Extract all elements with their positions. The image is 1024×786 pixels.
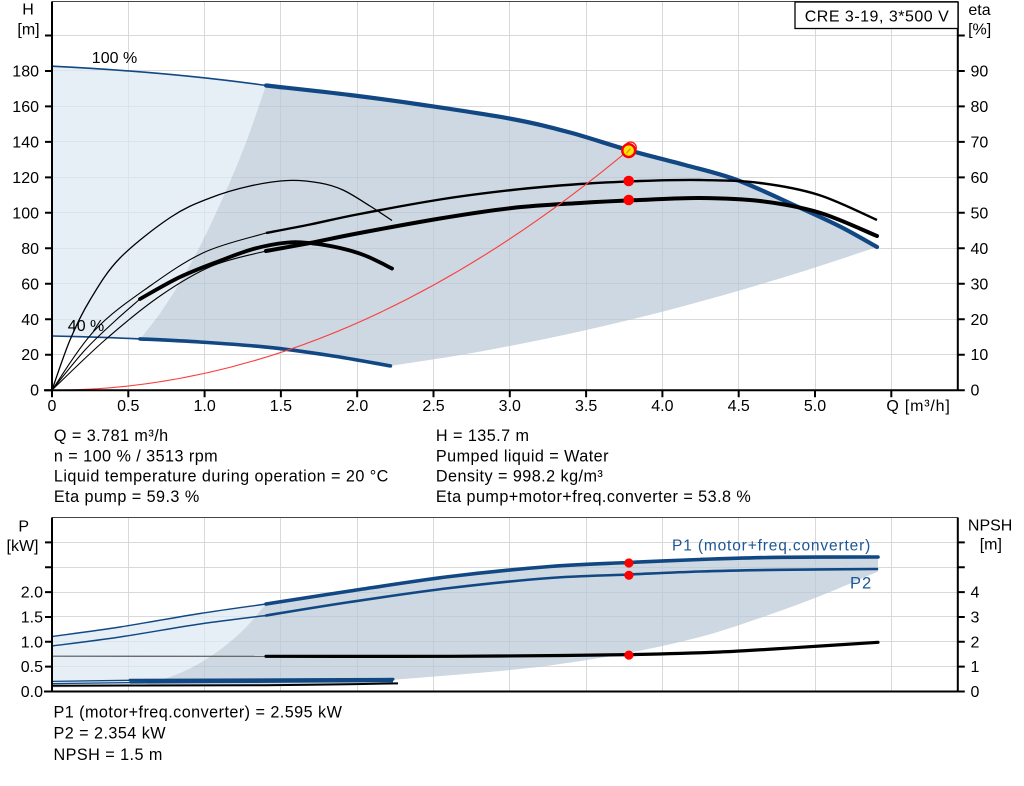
svg-text:n = 100 % / 3513 rpm: n = 100 % / 3513 rpm — [54, 447, 218, 465]
svg-text:2.5: 2.5 — [422, 398, 444, 415]
svg-text:1.5: 1.5 — [21, 609, 43, 626]
svg-text:[m]: [m] — [980, 537, 1002, 554]
svg-text:Density = 998.2 kg/m³: Density = 998.2 kg/m³ — [436, 468, 604, 486]
svg-text:10: 10 — [971, 347, 989, 364]
svg-text:2.0: 2.0 — [346, 398, 368, 415]
svg-text:40: 40 — [971, 241, 989, 258]
svg-text:2: 2 — [971, 634, 980, 651]
svg-text:3: 3 — [971, 609, 980, 626]
svg-text:0: 0 — [971, 383, 980, 400]
svg-text:40 %: 40 % — [68, 318, 104, 335]
svg-text:P2 = 2.354 kW: P2 = 2.354 kW — [54, 725, 167, 743]
svg-text:4.0: 4.0 — [651, 398, 673, 415]
svg-text:CRE 3-19, 3*500 V: CRE 3-19, 3*500 V — [805, 9, 950, 26]
svg-text:1.0: 1.0 — [193, 398, 215, 415]
svg-text:4: 4 — [971, 585, 980, 602]
svg-text:[%]: [%] — [968, 22, 991, 39]
svg-text:Q [m³/h]: Q [m³/h] — [886, 398, 950, 415]
svg-text:0.5: 0.5 — [21, 659, 43, 676]
svg-text:0: 0 — [48, 398, 57, 415]
svg-text:H = 135.7 m: H = 135.7 m — [436, 427, 530, 445]
svg-text:Q = 3.781 m³/h: Q = 3.781 m³/h — [54, 427, 169, 445]
svg-text:1.5: 1.5 — [270, 398, 292, 415]
svg-text:60: 60 — [971, 170, 989, 187]
svg-text:5.0: 5.0 — [804, 398, 826, 415]
svg-text:60: 60 — [21, 276, 39, 293]
svg-text:20: 20 — [21, 347, 39, 364]
svg-text:0.0: 0.0 — [21, 684, 43, 701]
svg-text:[m]: [m] — [17, 22, 39, 39]
svg-text:3.5: 3.5 — [575, 398, 597, 415]
svg-text:0.5: 0.5 — [117, 398, 139, 415]
svg-text:NPSH = 1.5 m: NPSH = 1.5 m — [54, 746, 163, 764]
svg-text:30: 30 — [971, 276, 989, 293]
svg-text:P2: P2 — [850, 575, 872, 593]
svg-text:P1 (motor+freq.converter) = 2.: P1 (motor+freq.converter) = 2.595 kW — [54, 703, 343, 721]
svg-text:80: 80 — [21, 241, 39, 258]
svg-text:P1 (motor+freq.converter): P1 (motor+freq.converter) — [672, 538, 871, 555]
svg-text:2.0: 2.0 — [21, 585, 43, 602]
svg-text:1: 1 — [971, 659, 980, 676]
svg-text:100: 100 — [12, 205, 39, 222]
svg-text:20: 20 — [971, 312, 989, 329]
svg-text:120: 120 — [12, 170, 39, 187]
svg-text:40: 40 — [21, 312, 39, 329]
svg-text:[kW]: [kW] — [7, 538, 39, 555]
svg-text:3.0: 3.0 — [499, 398, 521, 415]
svg-text:4.5: 4.5 — [728, 398, 750, 415]
svg-text:160: 160 — [12, 99, 39, 116]
svg-text:0: 0 — [971, 684, 980, 701]
svg-text:H: H — [22, 2, 34, 19]
svg-text:70: 70 — [971, 134, 989, 151]
svg-text:0: 0 — [30, 383, 39, 400]
svg-text:140: 140 — [12, 134, 39, 151]
svg-text:P: P — [18, 519, 29, 536]
svg-text:180: 180 — [12, 63, 39, 80]
svg-text:50: 50 — [971, 205, 989, 222]
svg-text:80: 80 — [971, 99, 989, 116]
svg-text:Liquid temperature during oper: Liquid temperature during operation = 20… — [54, 468, 389, 486]
svg-text:90: 90 — [971, 63, 989, 80]
svg-text:Eta pump+motor+freq.converter: Eta pump+motor+freq.converter = 53.8 % — [436, 488, 751, 506]
svg-text:Pumped liquid = Water: Pumped liquid = Water — [436, 447, 609, 465]
svg-text:100 %: 100 % — [92, 50, 137, 67]
svg-text:1.0: 1.0 — [21, 634, 43, 651]
svg-text:Eta pump = 59.3 %: Eta pump = 59.3 % — [54, 488, 200, 506]
svg-text:eta: eta — [968, 2, 990, 19]
svg-text:NPSH: NPSH — [968, 518, 1012, 535]
